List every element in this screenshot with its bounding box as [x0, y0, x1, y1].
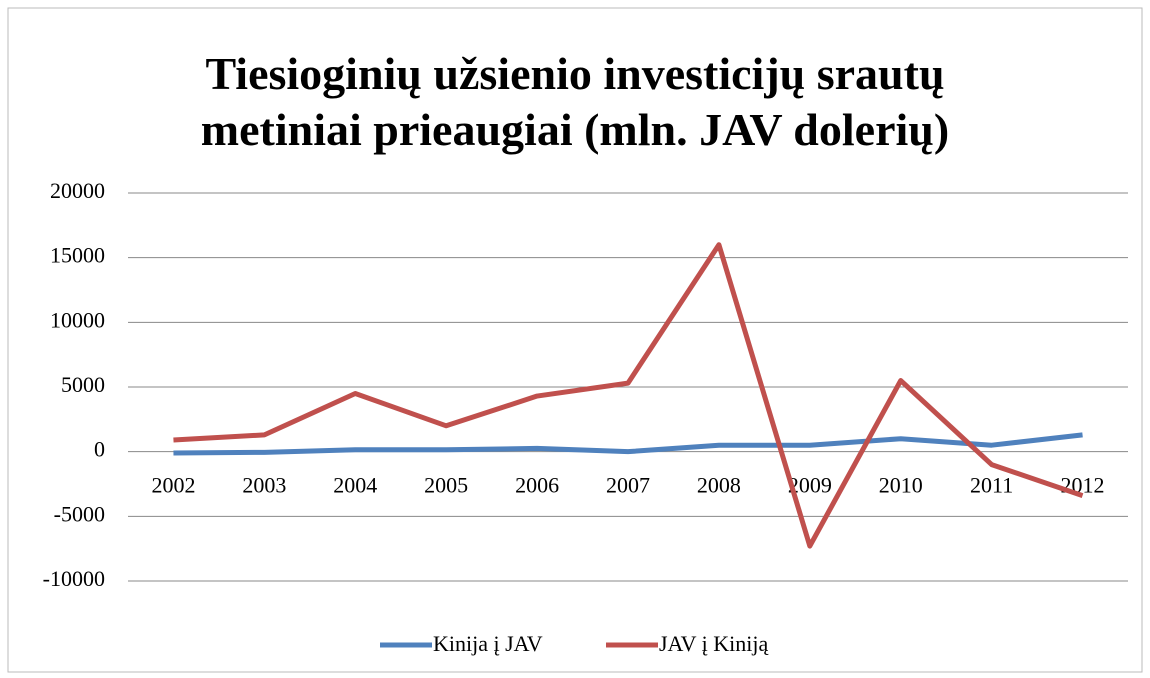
y-tick-label: 5000: [61, 372, 105, 397]
x-tick-label: 2007: [606, 473, 650, 498]
chart-border: [7, 7, 1143, 673]
y-tick-label: 20000: [50, 178, 105, 203]
legend-label: Kinija į JAV: [433, 631, 543, 656]
x-tick-label: 2003: [242, 473, 286, 498]
chart-title: Tiesioginių užsienio investicijų srautų …: [200, 48, 950, 155]
series-line: [173, 242, 1084, 549]
y-tick-label: 10000: [50, 307, 105, 332]
x-tick-label: 2008: [697, 473, 741, 498]
series-line: [173, 432, 1083, 456]
x-tick-label: 2011: [970, 473, 1013, 498]
x-tick-label: 2004: [333, 473, 377, 498]
y-tick-label: 0: [94, 437, 105, 462]
x-tick-label: 2005: [424, 473, 468, 498]
x-tick-label: 2010: [879, 473, 923, 498]
x-tick-label: 2006: [515, 473, 559, 498]
y-tick-label: 15000: [50, 243, 105, 268]
legend-label: JAV į Kiniją: [659, 631, 768, 656]
x-tick-label: 2002: [151, 473, 195, 498]
y-tick-label: -5000: [54, 501, 105, 526]
y-tick-label: -10000: [43, 566, 105, 591]
